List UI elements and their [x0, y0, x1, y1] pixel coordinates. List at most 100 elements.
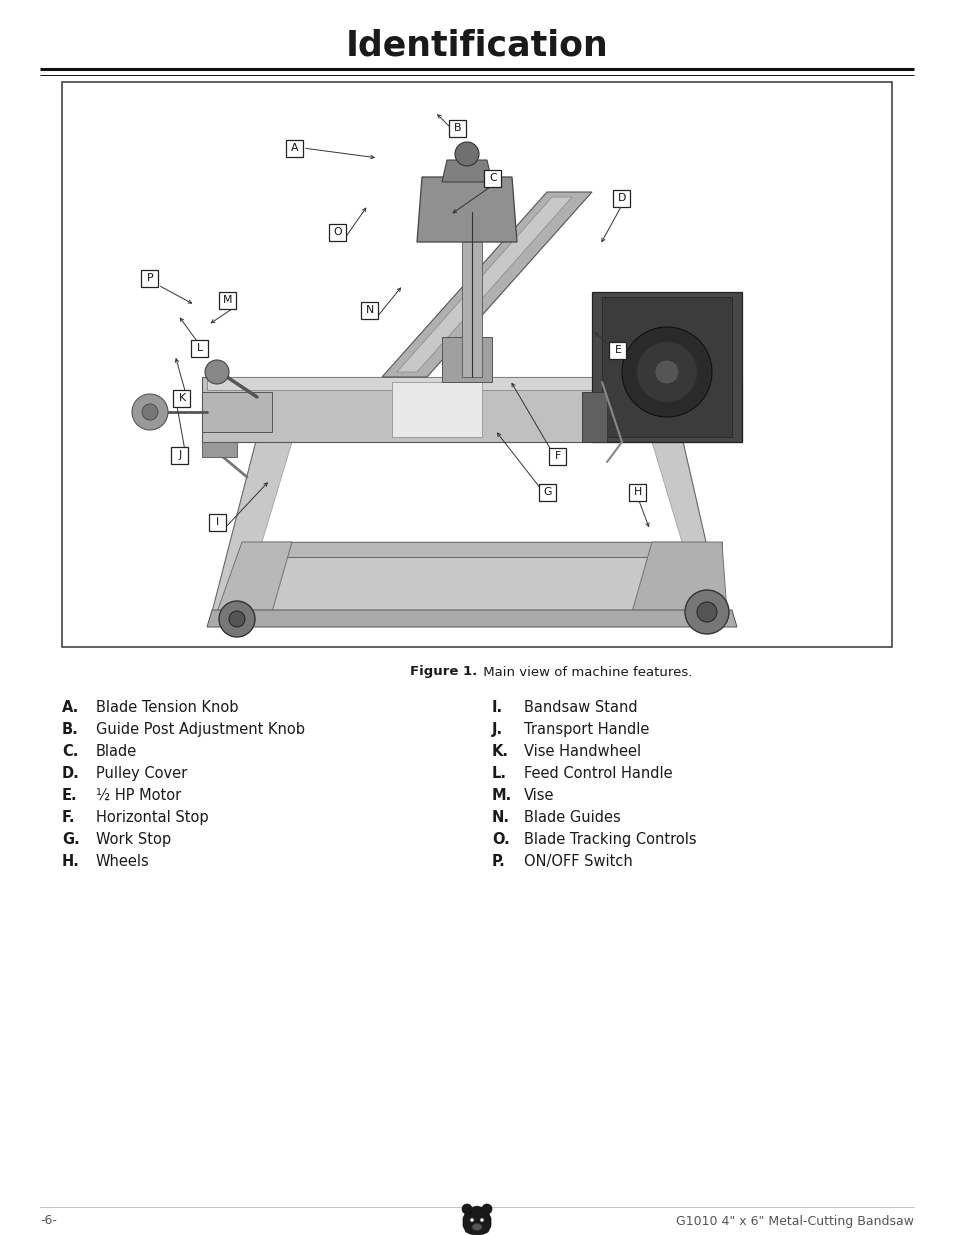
FancyBboxPatch shape [449, 120, 466, 137]
Text: K: K [178, 393, 186, 403]
Text: O.: O. [492, 832, 509, 847]
Text: Blade Guides: Blade Guides [523, 810, 620, 825]
Text: Vise Handwheel: Vise Handwheel [523, 743, 640, 760]
FancyBboxPatch shape [172, 447, 189, 463]
Circle shape [142, 404, 158, 420]
Text: F.: F. [62, 810, 75, 825]
Text: Figure 1.: Figure 1. [410, 666, 476, 678]
Polygon shape [592, 291, 741, 442]
Text: H: H [633, 487, 641, 496]
Text: -6-: -6- [40, 1214, 57, 1228]
Polygon shape [581, 391, 606, 442]
Polygon shape [202, 391, 272, 432]
FancyBboxPatch shape [539, 483, 556, 500]
FancyBboxPatch shape [484, 169, 501, 186]
Circle shape [229, 611, 245, 627]
Text: Vise: Vise [523, 788, 554, 803]
Circle shape [621, 327, 711, 417]
Text: K.: K. [492, 743, 509, 760]
Text: Horizontal Stop: Horizontal Stop [96, 810, 209, 825]
Text: A: A [291, 143, 298, 153]
Text: A.: A. [62, 700, 79, 715]
Text: Bandsaw Stand: Bandsaw Stand [523, 700, 637, 715]
Ellipse shape [472, 1224, 481, 1230]
Text: C.: C. [62, 743, 78, 760]
Text: D: D [618, 193, 625, 203]
Polygon shape [396, 198, 572, 372]
FancyBboxPatch shape [192, 340, 209, 357]
FancyBboxPatch shape [173, 389, 191, 406]
Text: E.: E. [62, 788, 77, 803]
Text: G1010 4" x 6" Metal-Cutting Bandsaw: G1010 4" x 6" Metal-Cutting Bandsaw [676, 1214, 913, 1228]
Text: D.: D. [62, 766, 80, 781]
Bar [62, 82, 891, 647]
Polygon shape [601, 296, 731, 437]
Text: G.: G. [62, 832, 80, 847]
Circle shape [684, 590, 728, 634]
Polygon shape [216, 542, 292, 613]
Circle shape [479, 1218, 483, 1221]
Polygon shape [207, 377, 737, 390]
Polygon shape [416, 177, 517, 242]
Text: Blade Tension Knob: Blade Tension Knob [96, 700, 238, 715]
Text: P: P [147, 273, 153, 283]
Polygon shape [212, 437, 721, 613]
Text: I.: I. [492, 700, 502, 715]
Text: H.: H. [62, 853, 80, 869]
Polygon shape [441, 161, 492, 182]
FancyBboxPatch shape [286, 140, 303, 157]
Text: Wheels: Wheels [96, 853, 150, 869]
Text: E: E [614, 345, 620, 354]
Polygon shape [631, 542, 726, 613]
Circle shape [219, 601, 254, 637]
FancyBboxPatch shape [141, 269, 158, 287]
Text: O: O [334, 227, 342, 237]
Text: G: G [543, 487, 552, 496]
FancyBboxPatch shape [609, 342, 626, 358]
FancyBboxPatch shape [329, 224, 346, 241]
Circle shape [470, 1218, 474, 1221]
Text: L.: L. [492, 766, 506, 781]
Circle shape [455, 142, 478, 165]
Text: ON/OFF Switch: ON/OFF Switch [523, 853, 632, 869]
Polygon shape [441, 337, 492, 382]
Text: Blade: Blade [96, 743, 137, 760]
Text: N.: N. [492, 810, 510, 825]
Circle shape [655, 359, 679, 384]
Text: Blade Tracking Controls: Blade Tracking Controls [523, 832, 696, 847]
Circle shape [697, 601, 717, 622]
Polygon shape [207, 610, 737, 627]
Polygon shape [202, 377, 741, 442]
Polygon shape [262, 442, 681, 542]
FancyBboxPatch shape [361, 301, 378, 319]
Text: L: L [196, 343, 203, 353]
Text: Feed Control Handle: Feed Control Handle [523, 766, 672, 781]
Text: Work Stop: Work Stop [96, 832, 171, 847]
Polygon shape [392, 382, 481, 437]
Text: B.: B. [62, 722, 79, 737]
Circle shape [481, 1204, 492, 1214]
Text: M: M [223, 295, 233, 305]
Text: F: F [555, 451, 560, 461]
Text: I: I [216, 517, 219, 527]
Circle shape [461, 1204, 472, 1214]
Text: Main view of machine features.: Main view of machine features. [478, 666, 692, 678]
Circle shape [637, 342, 697, 403]
Text: J: J [178, 450, 181, 459]
Text: N: N [366, 305, 374, 315]
Polygon shape [202, 442, 236, 457]
FancyBboxPatch shape [613, 189, 630, 206]
Polygon shape [461, 242, 481, 377]
Text: B: B [454, 124, 461, 133]
Text: C: C [489, 173, 497, 183]
Text: Transport Handle: Transport Handle [523, 722, 649, 737]
Text: Identification: Identification [345, 28, 608, 63]
Polygon shape [242, 542, 721, 557]
Text: M.: M. [492, 788, 512, 803]
FancyBboxPatch shape [629, 483, 646, 500]
FancyBboxPatch shape [210, 514, 226, 531]
FancyBboxPatch shape [219, 291, 236, 309]
Text: Pulley Cover: Pulley Cover [96, 766, 187, 781]
Text: Guide Post Adjustment Knob: Guide Post Adjustment Knob [96, 722, 305, 737]
Polygon shape [381, 191, 592, 377]
